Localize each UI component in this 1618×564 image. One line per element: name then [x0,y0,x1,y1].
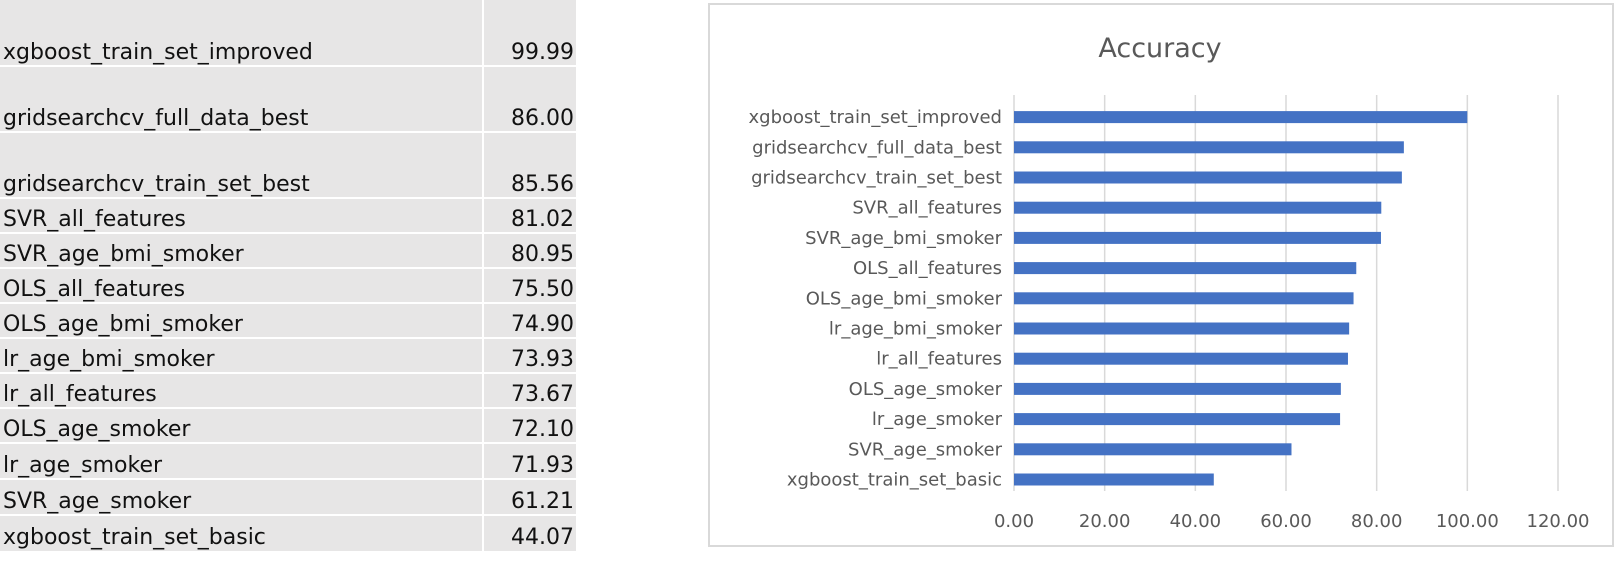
x-tick-label: 20.00 [1079,511,1131,532]
table-row: xgboost_train_set_improved 99.99 [0,0,576,66]
column-divider [482,0,484,551]
row-divider [0,197,576,199]
row-value: 73.93 [511,347,574,372]
category-label: xgboost_train_set_improved [748,107,1002,128]
row-value: 74.90 [511,312,574,337]
row-label: gridsearchcv_train_set_best [3,172,310,197]
row-divider [0,131,576,133]
row-divider [0,65,576,67]
bar [1014,262,1357,275]
bar [1014,443,1292,456]
x-tick-label: 80.00 [1351,511,1403,532]
row-label: xgboost_train_set_basic [3,525,266,550]
table-row: gridsearchcv_train_set_best 85.56 [0,132,576,198]
row-divider [0,267,576,269]
row-divider [0,407,576,409]
category-label: SVR_age_smoker [848,439,1003,460]
row-label: SVR_all_features [3,207,186,232]
row-label: xgboost_train_set_improved [3,40,313,65]
category-label: SVR_age_bmi_smoker [805,228,1003,249]
row-divider [0,337,576,339]
row-value: 86.00 [511,106,574,131]
row-value: 81.02 [511,207,574,232]
x-tick-label: 120.00 [1527,511,1590,532]
category-label: OLS_age_bmi_smoker [806,288,1003,309]
row-value: 44.07 [511,525,574,550]
category-label: OLS_all_features [853,258,1002,279]
row-divider [0,232,576,234]
bar [1014,231,1381,244]
category-label: gridsearchcv_full_data_best [752,137,1002,158]
accuracy-chart-svg: Accuracy xgboost_train_set_improvedgrids… [748,33,1590,532]
row-divider [0,442,576,444]
bar [1014,201,1382,214]
bar [1014,111,1468,124]
bar [1014,141,1404,154]
table-row: lr_age_smoker 71.93 [0,443,576,479]
row-value: 85.56 [511,172,574,197]
bar [1014,413,1341,426]
table-row: SVR_age_smoker 61.21 [0,479,576,515]
row-value: 72.10 [511,417,574,442]
results-table: xgboost_train_set_improved 99.99 gridsearc… [0,0,576,551]
category-label: lr_age_bmi_smoker [829,319,1003,340]
category-label: lr_age_smoker [872,409,1003,430]
category-label: lr_all_features [876,349,1002,370]
x-tick-label: 60.00 [1260,511,1312,532]
row-label: OLS_age_bmi_smoker [3,312,243,337]
table-row: OLS_all_features 75.50 [0,268,576,303]
row-value: 73.67 [511,382,574,407]
row-divider [0,478,576,480]
table-row: lr_all_features 73.67 [0,373,576,408]
row-value: 80.95 [511,242,574,267]
category-label: OLS_age_smoker [849,379,1003,400]
row-divider [0,514,576,516]
bar [1014,382,1341,395]
table-row: gridsearchcv_full_data_best 86.00 [0,66,576,132]
row-value: 61.21 [511,489,574,514]
chart-title: Accuracy [1098,33,1221,64]
bar [1014,322,1350,335]
row-divider [0,302,576,304]
row-value: 99.99 [511,40,574,65]
row-label: SVR_age_smoker [3,489,192,514]
category-label: gridsearchcv_train_set_best [751,168,1002,189]
table-row: xgboost_train_set_basic 44.07 [0,515,576,551]
row-value: 71.93 [511,453,574,478]
bar [1014,171,1402,184]
x-tick-label: 0.00 [994,511,1034,532]
row-divider [0,372,576,374]
bar [1014,352,1348,365]
row-label: lr_age_smoker [3,453,163,478]
category-label: xgboost_train_set_basic [787,470,1002,491]
row-label: gridsearchcv_full_data_best [3,106,309,131]
row-label: OLS_all_features [3,277,186,302]
table-row: SVR_age_bmi_smoker 80.95 [0,233,576,268]
row-label: lr_all_features [3,382,157,407]
bar [1014,292,1354,305]
category-label: SVR_all_features [852,198,1002,219]
row-label: lr_age_bmi_smoker [3,347,215,372]
bar [1014,473,1214,486]
table-row: OLS_age_smoker 72.10 [0,408,576,443]
row-value: 75.50 [511,277,574,302]
row-label: SVR_age_bmi_smoker [3,242,244,267]
table-row: SVR_all_features 81.02 [0,198,576,233]
row-label: OLS_age_smoker [3,417,191,442]
table-row: OLS_age_bmi_smoker 74.90 [0,303,576,338]
x-tick-label: 100.00 [1436,511,1499,532]
table-row: lr_age_bmi_smoker 73.93 [0,338,576,373]
x-tick-label: 40.00 [1170,511,1222,532]
